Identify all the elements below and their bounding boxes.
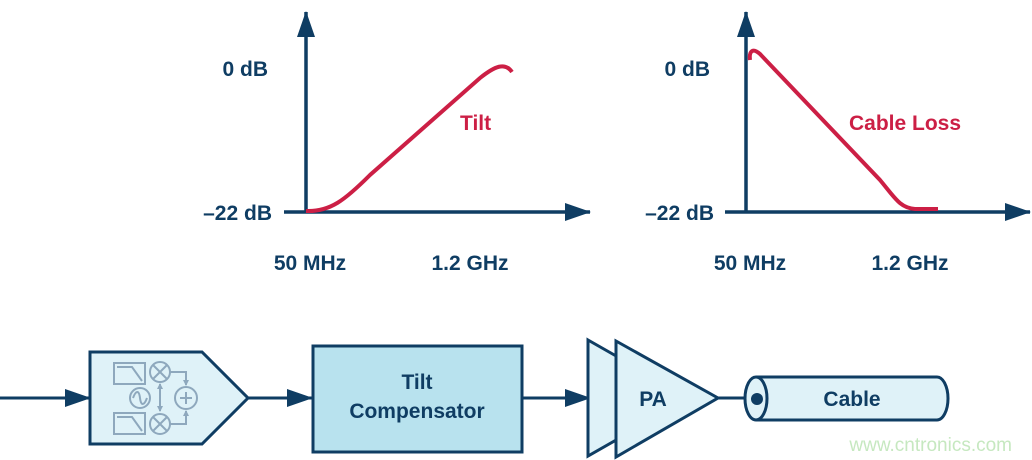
tilt-compensator-block: Tilt Compensator <box>311 344 524 454</box>
y-top-label: 0 dB <box>664 58 710 81</box>
watermark: www.cntronics.com <box>848 435 1012 456</box>
y-top-label: 0 dB <box>222 58 268 81</box>
tilt-graph: 0 dB –22 dB 50 MHz 1.2 GHz Tilt <box>203 11 591 275</box>
x-right-label: 1.2 GHz <box>871 252 948 275</box>
tilt-label-line1: Tilt <box>401 371 432 394</box>
tilt-label-line2: Compensator <box>349 400 484 423</box>
x-left-label: 50 MHz <box>714 252 786 275</box>
y-bottom-label: –22 dB <box>645 202 714 225</box>
cable: Cable <box>743 375 950 422</box>
cable-loss-curve <box>747 48 938 211</box>
iq-modulator-icon <box>113 361 198 435</box>
signal-chain: Tilt Compensator PA Cable <box>0 337 950 460</box>
pa-label: PA <box>639 388 667 411</box>
cable-label: Cable <box>823 388 880 411</box>
pa-block: PA <box>586 337 722 460</box>
curve-label: Cable Loss <box>849 112 961 135</box>
iq-modulator-block <box>88 350 251 446</box>
x-left-label: 50 MHz <box>274 252 346 275</box>
tilt-curve <box>305 64 514 214</box>
curve-label: Tilt <box>460 112 491 135</box>
x-right-label: 1.2 GHz <box>431 252 508 275</box>
cable-loss-graph: 0 dB –22 dB 50 MHz 1.2 GHz Cable Loss <box>645 11 1031 275</box>
y-bottom-label: –22 dB <box>203 202 272 225</box>
